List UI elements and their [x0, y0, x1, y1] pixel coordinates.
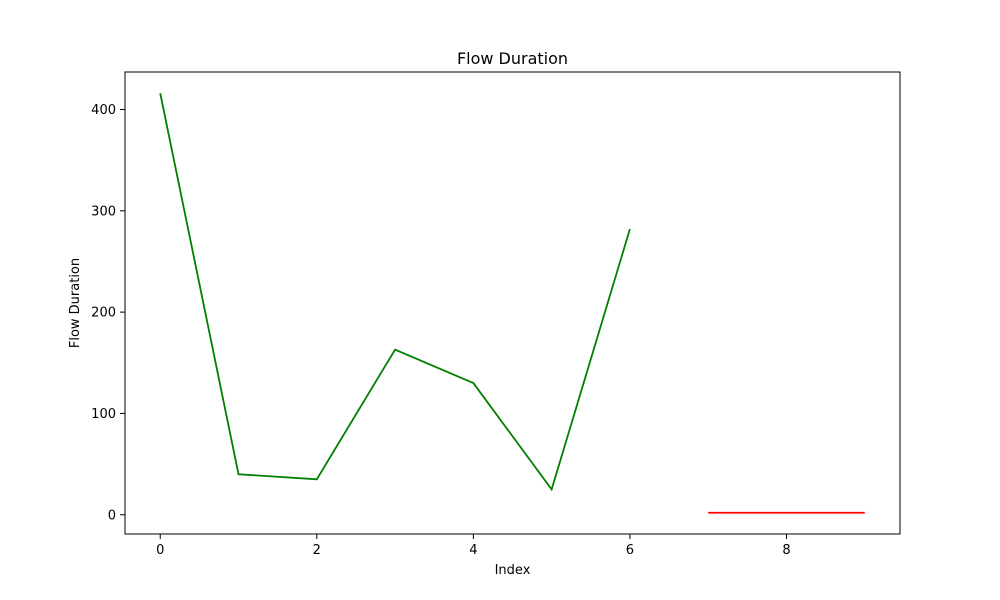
series-line-1: [159, 93, 631, 492]
x-tick-label: 4: [469, 543, 477, 558]
y-tick-label: 300: [91, 204, 116, 219]
x-tick-label: 6: [626, 543, 634, 558]
plot-area-frame: [124, 71, 901, 535]
y-axis-label: Flow Duration: [68, 258, 83, 348]
x-tick-label: 2: [313, 543, 321, 558]
x-axis: 0 2 4 6 8: [156, 534, 791, 558]
y-tick-label: 100: [91, 407, 116, 422]
x-tick-label: 0: [156, 543, 164, 558]
chart-title: Flow Duration: [457, 49, 568, 68]
x-tick-label: 8: [782, 543, 790, 558]
y-tick-label: 200: [91, 306, 116, 321]
y-tick-label: 0: [108, 508, 116, 523]
x-axis-label: Index: [495, 563, 531, 578]
y-tick-label: 400: [91, 103, 116, 118]
y-axis: 0 100 200 300 400: [91, 103, 125, 523]
series-layer: [159, 93, 865, 514]
